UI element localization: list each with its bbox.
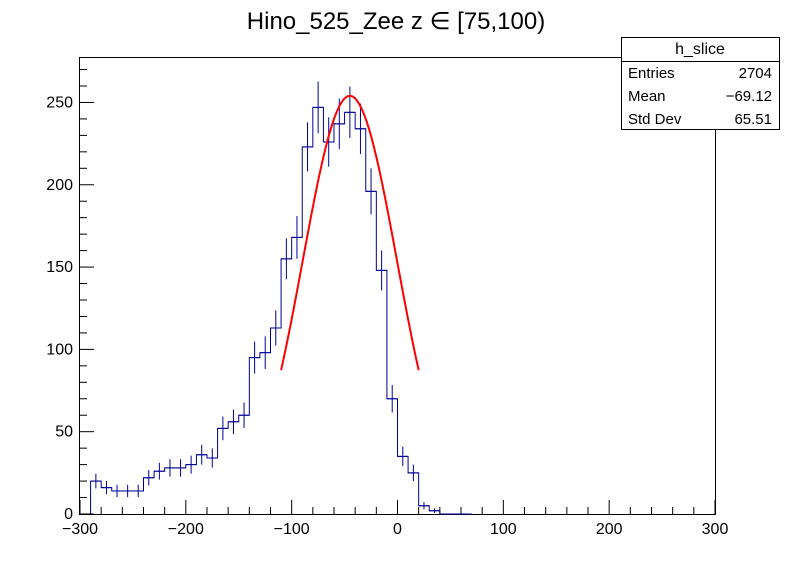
axis-ticks bbox=[79, 69, 716, 515]
y-tick-label: 200 bbox=[46, 177, 73, 194]
stats-mean-label: Mean bbox=[628, 88, 666, 105]
error-bars bbox=[95, 81, 436, 514]
gaussian-fit-curve bbox=[280, 94, 420, 371]
plot-frame bbox=[79, 57, 716, 515]
chart-title: Hino_525_Zee z ∈ [75,100) bbox=[247, 8, 545, 35]
stats-stddev-value: 65.51 bbox=[734, 111, 772, 128]
x-tick-label: −100 bbox=[274, 521, 310, 538]
stats-box-title: h_slice bbox=[675, 41, 725, 58]
x-tick-label: 0 bbox=[393, 521, 402, 538]
stats-entries-value: 2704 bbox=[739, 65, 772, 82]
y-tick-label: 150 bbox=[46, 259, 73, 276]
histogram-bins bbox=[90, 106, 472, 515]
x-tick-label: 300 bbox=[702, 521, 729, 538]
y-axis-tick-labels: 0 50 100 150 200 250 bbox=[46, 94, 73, 523]
stats-mean-value: −69.12 bbox=[726, 88, 772, 105]
stats-entries-label: Entries bbox=[628, 65, 675, 82]
stats-box: h_slice Entries 2704 Mean −69.12 Std Dev… bbox=[621, 37, 780, 130]
x-tick-label: −300 bbox=[62, 521, 98, 538]
histogram-outline bbox=[90, 106, 472, 515]
x-tick-label: 100 bbox=[490, 521, 517, 538]
y-tick-label: 0 bbox=[64, 506, 73, 523]
y-tick-label: 100 bbox=[46, 341, 73, 358]
y-tick-label: 250 bbox=[46, 94, 73, 111]
x-axis-tick-labels: −300 −200 −100 0 100 200 300 bbox=[62, 521, 728, 538]
stats-stddev-label: Std Dev bbox=[628, 111, 682, 128]
y-tick-label: 50 bbox=[55, 424, 73, 441]
x-tick-label: −200 bbox=[168, 521, 204, 538]
x-tick-label: 200 bbox=[596, 521, 623, 538]
